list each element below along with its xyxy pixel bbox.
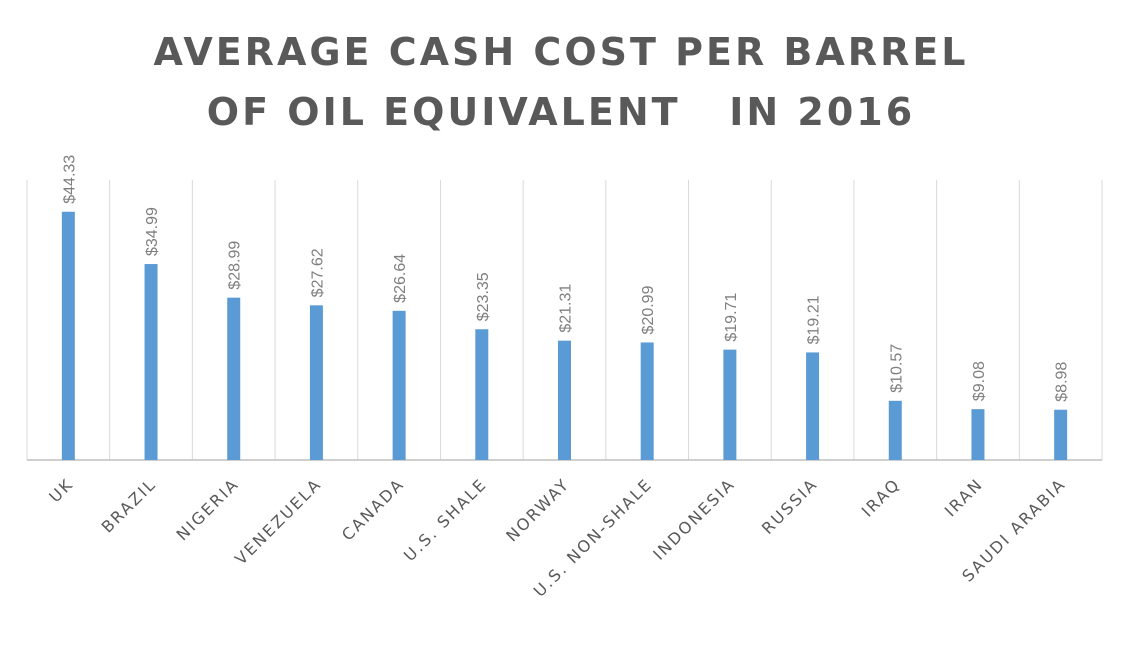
category-label: NIGERIA bbox=[173, 474, 243, 544]
data-label: $10.57 bbox=[888, 344, 905, 393]
data-label: $26.64 bbox=[392, 254, 409, 303]
category-label: NORWAY bbox=[502, 474, 573, 545]
data-label: $20.99 bbox=[640, 285, 657, 334]
data-label: $9.08 bbox=[971, 361, 988, 401]
bar-u-s-shale bbox=[475, 329, 489, 460]
bar-venezuela bbox=[309, 305, 323, 460]
bar-nigeria bbox=[227, 297, 241, 460]
bar-brazil bbox=[144, 264, 158, 460]
bar-uk bbox=[61, 211, 75, 460]
bar-iraq bbox=[888, 400, 902, 460]
category-label: IRAN bbox=[941, 474, 987, 520]
category-label: IRAQ bbox=[858, 474, 904, 520]
chart-title-line-1: AVERAGE CASH COST PER BARREL bbox=[153, 30, 969, 74]
data-label: $23.35 bbox=[475, 272, 492, 321]
bar-saudi-arabia bbox=[1054, 409, 1068, 460]
category-label: U.S. SHALE bbox=[400, 474, 491, 565]
data-label: $19.71 bbox=[723, 293, 740, 342]
data-label: $8.98 bbox=[1054, 362, 1071, 402]
bar-russia bbox=[806, 352, 820, 460]
bar-u-s-non-shale bbox=[640, 342, 654, 460]
data-label: $44.33 bbox=[61, 155, 78, 204]
category-label: RUSSIA bbox=[758, 474, 822, 538]
category-label: CANADA bbox=[338, 474, 408, 544]
category-label: BRAZIL bbox=[98, 474, 160, 536]
data-label: $27.62 bbox=[309, 248, 326, 297]
bar-norway bbox=[558, 340, 571, 460]
data-label: $21.31 bbox=[558, 284, 575, 333]
category-label: UK bbox=[45, 474, 77, 506]
bar-canada bbox=[392, 310, 406, 460]
chart-title-line-2: OF OIL EQUIVALENT IN 2016 bbox=[206, 90, 916, 134]
category-label: VENEZUELA bbox=[231, 474, 325, 568]
bar-indonesia bbox=[723, 349, 737, 460]
data-label: $34.99 bbox=[144, 207, 161, 256]
chart-title: AVERAGE CASH COST PER BARREL OF OIL EQUI… bbox=[0, 22, 1122, 142]
bar-iran bbox=[971, 409, 985, 460]
data-label: $19.21 bbox=[806, 295, 823, 344]
category-label: INDONESIA bbox=[649, 474, 738, 563]
data-label: $28.99 bbox=[227, 241, 244, 290]
